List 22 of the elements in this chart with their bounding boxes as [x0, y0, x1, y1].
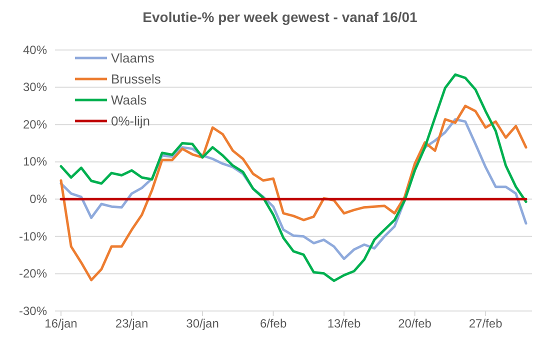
y-tick-label: 0%: [30, 192, 48, 206]
y-tick-label: -20%: [18, 266, 48, 281]
x-tick-label: 23/jan: [115, 316, 148, 331]
chart-title: Evolutie-% per week gewest - vanaf 16/01: [142, 9, 418, 25]
x-tick-label: 13/feb: [327, 316, 362, 331]
x-tick-label: 6/feb: [260, 316, 287, 331]
legend-label: 0%-lijn: [111, 114, 150, 129]
y-tick-label: 40%: [22, 42, 48, 57]
y-tick-label: 20%: [22, 117, 48, 132]
y-tick-label: -30%: [18, 304, 48, 318]
line-series: [60, 73, 528, 282]
y-tick-label: 30%: [22, 80, 48, 94]
y-tick-label: -10%: [18, 229, 48, 244]
y-tick-label: 10%: [22, 154, 48, 169]
legend-label: Vlaams: [111, 50, 155, 66]
legend-label: Brussels: [111, 72, 162, 87]
x-tick-label: 20/feb: [398, 316, 432, 331]
line-series: [60, 104, 528, 282]
x-tick-label: 16/jan: [44, 316, 78, 331]
x-tick-label: 27/feb: [468, 316, 503, 331]
x-tick-label: 30/jan: [186, 316, 219, 331]
legend-label: Waals: [111, 92, 148, 108]
